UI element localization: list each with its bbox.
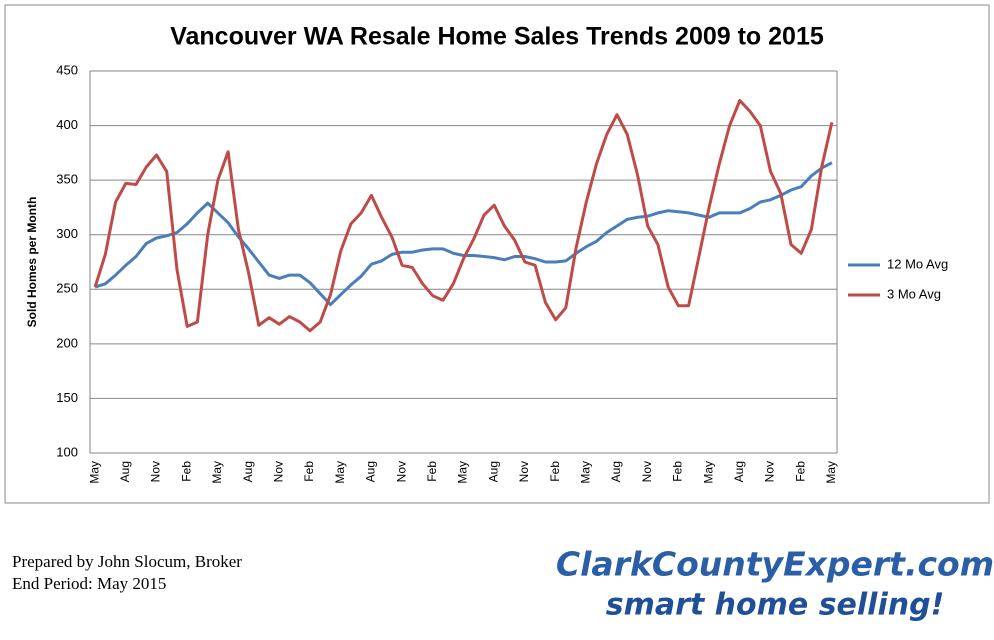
x-tick-label: Feb <box>671 461 685 482</box>
x-tick-label: Feb <box>425 461 439 482</box>
x-tick-label: Nov <box>271 461 285 482</box>
x-tick-label: Aug <box>732 461 746 482</box>
x-tick-label: May <box>824 461 838 484</box>
x-tick-label: Aug <box>609 461 623 482</box>
x-tick-label: Aug <box>241 461 255 482</box>
x-tick-label: Nov <box>394 461 408 482</box>
y-tick-label: 100 <box>56 444 78 459</box>
x-tick-label: May <box>333 461 347 484</box>
chart-title: Vancouver WA Resale Home Sales Trends 20… <box>170 23 824 51</box>
x-tick-label: Aug <box>364 461 378 482</box>
x-tick-label: Aug <box>118 461 132 482</box>
y-tick-label: 200 <box>56 335 78 350</box>
x-tick-label: Feb <box>179 461 193 482</box>
chart-frame <box>4 4 990 504</box>
legend-label: 12 Mo Avg <box>887 256 948 271</box>
x-tick-label: Feb <box>793 461 807 482</box>
x-tick-label: Nov <box>763 461 777 482</box>
series-line <box>93 99 834 333</box>
legend-label: 3 Mo Avg <box>887 286 941 301</box>
y-axis-label: Sold Homes per Month <box>25 197 39 328</box>
footer-line: Prepared by John Slocum, Broker <box>12 552 242 571</box>
x-tick-label: Aug <box>486 461 500 482</box>
y-tick-label: 450 <box>56 62 78 77</box>
x-tick-label: May <box>456 461 470 484</box>
y-tick-label: 250 <box>56 281 78 296</box>
y-tick-label: 350 <box>56 172 78 187</box>
x-tick-label: Nov <box>640 461 654 482</box>
y-tick-label: 400 <box>56 117 78 132</box>
x-tick-label: May <box>87 461 101 484</box>
x-tick-label: Feb <box>302 461 316 482</box>
x-tick-label: May <box>578 461 592 484</box>
logo-text: ClarkCountyExpert.com <box>556 545 994 584</box>
x-tick-label: Nov <box>149 461 163 482</box>
y-tick-label: 300 <box>56 226 78 241</box>
y-tick-label: 150 <box>56 390 78 405</box>
x-tick-label: Nov <box>517 461 531 482</box>
x-tick-label: May <box>210 461 224 484</box>
footer-line: End Period: May 2015 <box>12 574 166 593</box>
logo-tagline: smart home selling! <box>606 588 945 623</box>
x-tick-label: May <box>701 461 715 484</box>
x-tick-label: Feb <box>548 461 562 482</box>
